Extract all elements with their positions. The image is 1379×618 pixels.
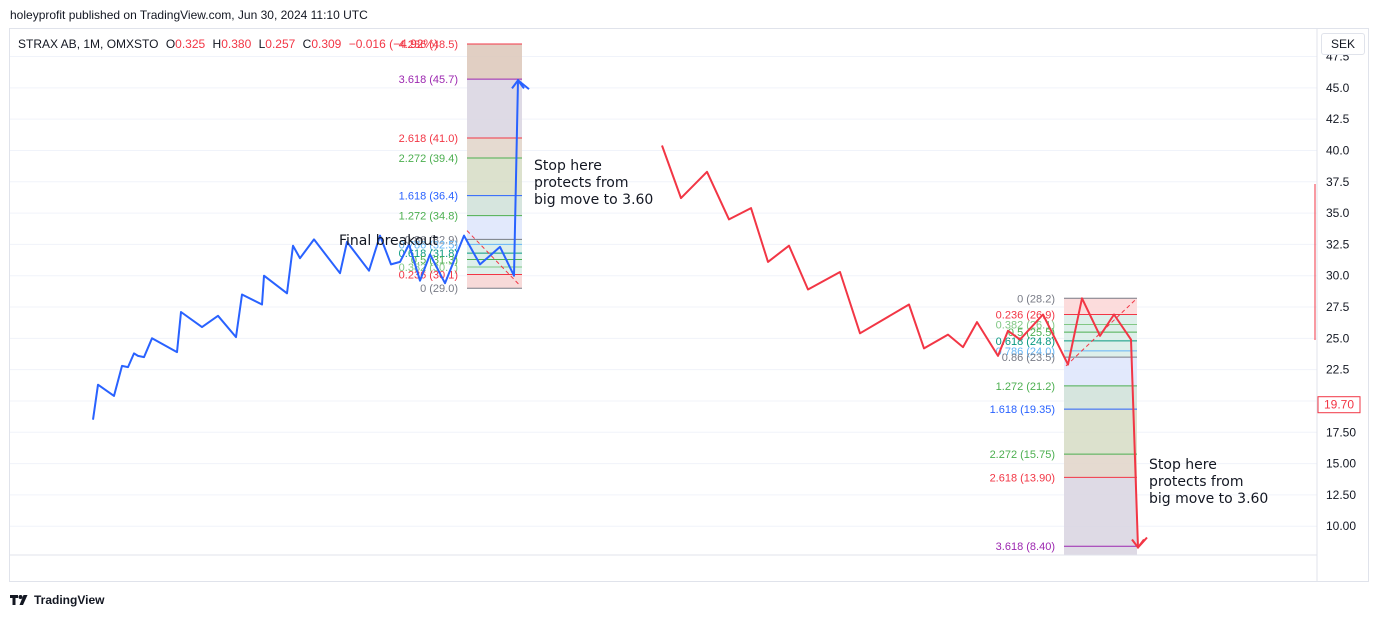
last-price-label: 19.70: [1324, 398, 1354, 412]
brand-name: TradingView: [34, 593, 105, 607]
price-tick-label: 45.0: [1326, 81, 1350, 95]
fib-left-band: [467, 137, 522, 158]
footer-brand[interactable]: TradingView: [10, 593, 104, 607]
annotation-text-line: Stop here: [1149, 457, 1217, 473]
annotation-text-line: big move to 3.60: [534, 192, 653, 208]
fib-left-level-label: 4.236 (48.5): [399, 39, 458, 51]
low-value: 0.257: [265, 37, 296, 51]
fib-left-trend-line: [466, 230, 520, 285]
tradingview-logo-icon: [10, 595, 28, 605]
high-label: H: [212, 37, 222, 51]
annotation-text-line: protects from: [1149, 474, 1244, 490]
price-tick-label: 12.50: [1326, 488, 1356, 502]
symbol-name: STRAX AB, 1M, OMXSTO: [18, 37, 159, 51]
price-tick-label: 22.5: [1326, 363, 1350, 377]
price-line-up[interactable]: [92, 79, 530, 420]
fib-left-band: [467, 215, 522, 240]
annotation-text: Final breakout: [339, 233, 438, 249]
fib-right-level-label: 1.618 (19.35): [990, 404, 1055, 416]
fib-left-level-label: 2.272 (39.4): [399, 153, 458, 165]
fib-right-level-label: 0 (28.2): [1017, 293, 1055, 305]
fib-right-level-label: 0.786 (24.0): [996, 346, 1055, 358]
fibonacci-extensions: 4.236 (48.5) 3.618 (45.7) 2.618 (41.0) 2.27…: [399, 39, 1138, 555]
fib-right-band: [1064, 385, 1137, 410]
fib-left-level-label: 0.382 (30.7): [399, 262, 458, 274]
fib-left-band: [467, 157, 522, 196]
annotation-text-line: big move to 3.60: [1149, 491, 1268, 507]
low-label: L: [258, 37, 266, 51]
fib-right-band: [1064, 409, 1137, 455]
price-tick-label: 17.50: [1326, 425, 1356, 439]
change-value: −0.016 (−4.92%): [348, 37, 439, 51]
price-tick-label: 27.5: [1326, 300, 1350, 314]
fib-left-level-label: 0.5 (31.3): [411, 254, 458, 266]
price-tick-label: 35.0: [1326, 206, 1350, 220]
price-tick-label: 10.00: [1326, 519, 1356, 533]
price-series: [92, 78, 1148, 550]
fib-right-level-label: 3.618 (8.40): [996, 541, 1055, 553]
fib-left-band: [467, 274, 522, 289]
fib-left-band: [467, 79, 522, 138]
fib-right-level-label: 1.272 (21.2): [996, 381, 1055, 393]
price-line-down[interactable]: [661, 145, 1148, 549]
price-axis: 47.545.042.540.037.535.032.530.027.525.0…: [10, 29, 1361, 582]
fib-right-level-label: 2.272 (15.75): [990, 449, 1055, 461]
fib-right-level-label: 0.382 (26.1): [996, 320, 1055, 332]
last-price-badge: [1317, 396, 1361, 414]
chart-frame: [9, 28, 1369, 582]
fib-right-band: [1064, 298, 1137, 315]
fib-left-level-label: 0.86 (32.9): [405, 234, 458, 246]
symbol-legend: STRAX AB, 1M, OMXSTO O0.325 H0.380 L0.25…: [18, 37, 438, 51]
fib-right-band: [1064, 357, 1137, 386]
fib-left-level-label: 3.618 (45.7): [399, 74, 458, 86]
fib-left-level-label: 2.618 (41.0): [399, 133, 458, 145]
close-value: 0.309: [311, 37, 342, 51]
price-tick-label: 37.5: [1326, 175, 1350, 189]
fib-left-level-label: 0.786 (32.5): [399, 239, 458, 251]
down-arrowhead: [1131, 538, 1145, 550]
up-arrowhead: [511, 78, 525, 89]
fib-left-level-label: 1.618 (36.4): [399, 191, 458, 203]
fib-right-level-label: 0.618 (24.8): [996, 336, 1055, 348]
fib-right-band: [1064, 454, 1137, 478]
fib-right-level-label: 0.86 (23.5): [1002, 352, 1055, 364]
fib-left-level-label: 0 (29.0): [420, 283, 458, 295]
open-label: O: [165, 37, 176, 51]
publisher-line: holeyprofit published on TradingView.com…: [10, 8, 368, 22]
price-tick-label: 32.5: [1326, 237, 1350, 251]
fib-left-level-label: 1.272 (34.8): [399, 211, 458, 223]
close-label: C: [302, 37, 312, 51]
annotation-text-line: protects from: [534, 175, 629, 191]
annotation-text-line: Stop here: [534, 158, 602, 174]
high-value: 0.380: [221, 37, 252, 51]
fib-right-level-label: 2.618 (13.90): [990, 472, 1055, 484]
fib-left-band: [467, 44, 522, 80]
fib-right-band: [1064, 477, 1137, 555]
currency-button[interactable]: SEK: [1321, 33, 1365, 55]
price-tick-label: 30.0: [1326, 269, 1350, 283]
price-tick-label: 25.0: [1326, 331, 1350, 345]
price-tick-label: 40.0: [1326, 143, 1350, 157]
price-tick-label: 42.5: [1326, 112, 1350, 126]
fib-left-band: [467, 195, 522, 216]
price-tick-label: 15.00: [1326, 457, 1356, 471]
open-value: 0.325: [175, 37, 206, 51]
fib-right-level-label: 0.5 (25.5): [1008, 327, 1055, 339]
